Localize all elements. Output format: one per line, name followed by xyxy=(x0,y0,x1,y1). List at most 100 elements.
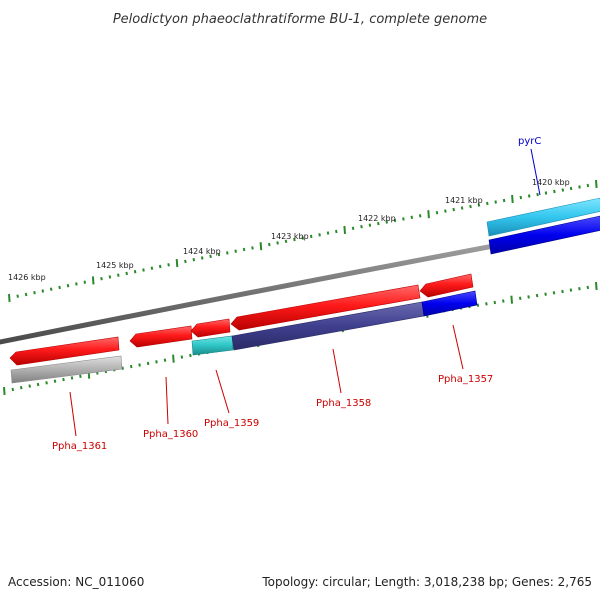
leader-Ppha_1357 xyxy=(452,324,464,370)
kbp-label: 1420 kbp xyxy=(532,178,570,187)
tick-row-outer xyxy=(8,179,598,303)
gene-label-Ppha_1359[interactable]: Ppha_1359 xyxy=(204,418,259,429)
tick-minor xyxy=(502,198,506,203)
tick-minor xyxy=(180,355,184,359)
tick-minor xyxy=(75,282,78,286)
tick-minor xyxy=(36,382,40,387)
tick-minor xyxy=(53,379,57,383)
tick-minor xyxy=(586,183,590,188)
tick-minor xyxy=(189,353,192,358)
tick-minor xyxy=(125,271,128,276)
tick-minor xyxy=(476,303,480,307)
tick-minor xyxy=(493,300,497,305)
gene-Ppha_1358[interactable] xyxy=(230,284,421,331)
tick-minor xyxy=(58,285,61,290)
kbp-label-group: 1426 kbp 1425 kbp 1424 kbp 1423 kbp 1422… xyxy=(8,178,570,282)
tick-minor xyxy=(393,218,397,223)
tick-major xyxy=(175,259,179,268)
gene-label-Ppha_1358[interactable]: Ppha_1358 xyxy=(316,398,371,409)
tick-minor xyxy=(251,246,254,250)
tick-minor xyxy=(335,229,338,234)
tick-minor xyxy=(49,287,53,291)
tick-minor xyxy=(452,207,455,212)
tick-minor xyxy=(377,221,380,226)
tick-minor xyxy=(435,211,439,215)
tick-minor xyxy=(217,252,221,257)
gene-Ppha_1361-cog-bar xyxy=(10,355,123,384)
tick-minor xyxy=(351,226,355,230)
kbp-label: 1422 kbp xyxy=(358,214,396,223)
gene-label-pyrC[interactable]: pyrC xyxy=(518,136,541,147)
tick-minor xyxy=(385,220,388,224)
tick-minor xyxy=(536,192,539,197)
tick-minor xyxy=(578,287,581,291)
gene-Ppha_1357[interactable] xyxy=(419,273,474,298)
tick-major xyxy=(595,179,598,189)
tick-minor xyxy=(150,266,154,270)
tick-row-inner xyxy=(3,281,598,396)
tick-major xyxy=(8,293,11,303)
tick-minor xyxy=(11,387,15,392)
tick-minor xyxy=(569,288,573,292)
tick-major xyxy=(259,242,263,251)
gene-Ppha_1360[interactable] xyxy=(129,325,193,348)
gene-Ppha_1361[interactable] xyxy=(9,336,120,366)
tick-minor xyxy=(41,289,45,293)
tick-minor xyxy=(146,361,150,366)
tick-minor xyxy=(569,186,573,191)
kbp-label: 1425 kbp xyxy=(96,261,134,270)
tick-minor xyxy=(553,189,556,194)
kbp-label: 1426 kbp xyxy=(8,273,46,282)
gene-Ppha_1359[interactable] xyxy=(190,318,231,338)
tick-minor xyxy=(209,254,212,258)
gene-label-Ppha_1360[interactable]: Ppha_1360 xyxy=(143,429,198,440)
tick-minor xyxy=(70,376,74,380)
tick-minor xyxy=(494,200,497,204)
tick-minor xyxy=(535,293,539,298)
tick-minor xyxy=(138,363,141,367)
map-title: Pelodictyon phaeoclathratiforme BU-1, co… xyxy=(113,12,487,27)
tick-minor xyxy=(16,294,19,298)
tick-minor xyxy=(192,258,196,262)
tick-minor xyxy=(444,209,447,213)
tick-minor xyxy=(418,214,422,218)
gene-label-Ppha_1357[interactable]: Ppha_1357 xyxy=(438,374,493,385)
tick-minor xyxy=(368,223,372,227)
tick-minor xyxy=(309,234,313,239)
gene-Ppha_1359-cog-bar xyxy=(191,335,234,356)
tick-major xyxy=(510,295,513,304)
accession-text: Accession: NC_011060 xyxy=(8,575,144,589)
tick-minor xyxy=(129,364,133,369)
tick-minor xyxy=(133,270,137,274)
tick-minor xyxy=(284,239,288,243)
tick-minor xyxy=(527,295,530,299)
tick-minor xyxy=(544,191,548,195)
gene-label-Ppha_1361[interactable]: Ppha_1361 xyxy=(52,441,107,452)
tick-minor xyxy=(460,206,464,210)
tick-minor xyxy=(79,374,82,378)
tick-minor xyxy=(586,285,590,290)
kbp-label: 1423 kbp xyxy=(271,232,309,241)
tick-major xyxy=(343,225,346,234)
tick-minor xyxy=(100,277,103,281)
tick-major xyxy=(595,281,598,291)
tick-minor xyxy=(108,275,112,279)
tick-minor xyxy=(519,195,523,200)
tick-minor xyxy=(561,188,565,192)
tick-major xyxy=(3,386,6,396)
gene-pyrC[interactable] xyxy=(486,197,600,237)
tick-minor xyxy=(410,215,414,219)
tick-minor xyxy=(117,273,120,277)
tick-minor xyxy=(158,264,162,269)
tick-minor xyxy=(28,384,31,388)
tick-minor xyxy=(200,256,204,260)
tick-minor xyxy=(276,241,279,245)
tick-minor xyxy=(502,299,505,303)
tick-minor xyxy=(578,185,581,189)
tick-minor xyxy=(527,194,531,198)
leader-Ppha_1358 xyxy=(332,348,342,394)
tick-minor xyxy=(544,292,547,296)
tick-minor xyxy=(62,377,65,382)
tick-minor xyxy=(155,360,158,364)
